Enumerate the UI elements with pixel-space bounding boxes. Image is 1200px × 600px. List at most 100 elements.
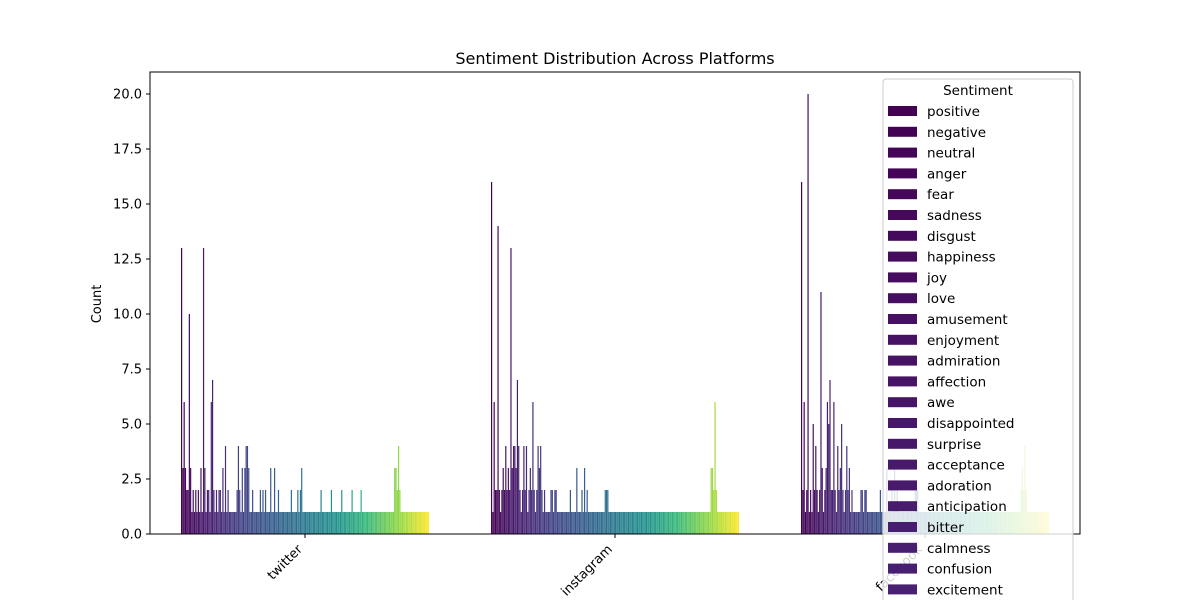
legend-swatch-affection: [888, 376, 917, 387]
bar-facebook-22: [829, 380, 831, 534]
bar-facebook-54: [870, 512, 872, 534]
bar-instagram-152: [687, 512, 689, 534]
bar-instagram-7: [500, 512, 502, 534]
bar-instagram-154: [689, 512, 692, 534]
bar-twitter-123: [339, 512, 342, 534]
bar-instagram-136: [666, 512, 668, 534]
bar-instagram-97: [616, 512, 618, 534]
bar-facebook-27: [835, 512, 838, 534]
legend-box: [882, 78, 1074, 600]
bar-twitter-170: [400, 512, 402, 534]
bar-twitter-182: [416, 512, 418, 534]
bar-instagram-75: [587, 512, 590, 534]
bar-twitter-88: [294, 512, 296, 534]
bar-twitter-168: [398, 446, 400, 534]
bar-facebook-29: [838, 490, 840, 534]
bar-instagram-145: [678, 512, 680, 534]
bar-instagram-16: [511, 468, 513, 534]
legend-swatch-acceptance: [888, 459, 917, 470]
bar-instagram-123: [649, 512, 652, 534]
bar-twitter-57: [254, 512, 256, 534]
bar-twitter-143: [365, 512, 367, 534]
bar-twitter-144: [367, 512, 369, 534]
bar-twitter-153: [378, 512, 380, 534]
bar-instagram-37: [538, 468, 540, 534]
bar-twitter-18: [204, 468, 206, 534]
bar-instagram-176: [718, 512, 720, 534]
bar-twitter-139: [360, 490, 362, 534]
bar-facebook-62: [881, 512, 883, 534]
bar-facebook-40: [852, 512, 854, 534]
bar-twitter-129: [347, 512, 349, 534]
bar-instagram-138: [669, 512, 671, 534]
bar-instagram-102: [622, 512, 624, 534]
bar-twitter-15: [200, 468, 202, 534]
bar-instagram-79: [593, 512, 595, 534]
bar-twitter-4: [186, 490, 188, 534]
bar-facebook-6: [808, 512, 810, 534]
bar-instagram-172: [713, 490, 715, 534]
legend-swatch-neutral: [888, 147, 917, 158]
bar-facebook-41: [853, 512, 856, 534]
bar-instagram-58: [565, 512, 568, 534]
bar-twitter-160: [387, 512, 389, 534]
bar-facebook-61: [879, 490, 881, 534]
bar-twitter-162: [390, 512, 392, 534]
bar-instagram-22: [519, 490, 521, 534]
bar-twitter-80: [284, 512, 286, 534]
bar-twitter-102: [312, 512, 314, 534]
bar-instagram-93: [611, 512, 613, 534]
bar-twitter-133: [352, 512, 354, 534]
bar-twitter-29: [218, 490, 220, 534]
bar-twitter-30: [219, 490, 221, 534]
bar-twitter-14: [199, 512, 201, 534]
bar-twitter-34: [224, 446, 227, 534]
legend-swatch-sadness: [888, 210, 917, 220]
bar-twitter-56: [253, 512, 255, 534]
legend-label-fear: fear: [927, 187, 954, 203]
bar-twitter-141: [363, 512, 365, 534]
y-axis: 0.0 2.5 5.0 7.5 10.0 12.5 15.0 17.5 20.0: [113, 88, 150, 543]
bar-instagram-92: [609, 512, 612, 534]
bar-twitter-94: [302, 512, 304, 534]
bar-instagram-182: [726, 512, 728, 534]
bar-facebook-21: [828, 424, 830, 534]
bar-instagram-191: [737, 512, 739, 534]
bar-twitter-119: [334, 512, 336, 534]
bar-twitter-49: [244, 468, 246, 534]
bar-instagram-60: [568, 512, 570, 534]
legend-label-joy: joy: [926, 270, 947, 286]
bar-twitter-35: [226, 512, 228, 534]
bar-instagram-87: [603, 512, 605, 534]
legend-swatch-anger: [888, 168, 917, 179]
bar-instagram-91: [608, 512, 610, 534]
bar-instagram-41: [543, 490, 546, 534]
bar-instagram-59: [567, 512, 569, 534]
bar-instagram-121: [647, 512, 649, 534]
legend-label-surprise: surprise: [927, 437, 981, 453]
legend-label-disgust: disgust: [927, 229, 976, 245]
bar-instagram-103: [624, 512, 626, 534]
bar-instagram-141: [673, 512, 675, 534]
legend-swatch-admiration: [888, 355, 917, 366]
bar-instagram-89: [605, 490, 608, 534]
bar-instagram-158: [695, 512, 697, 534]
bar-twitter-53: [249, 512, 251, 534]
bar-twitter-178: [410, 512, 413, 534]
bar-instagram-6: [498, 490, 500, 534]
y-axis-label: Count: [90, 285, 105, 324]
bar-twitter-72: [274, 468, 276, 534]
bar-twitter-93: [301, 468, 303, 534]
bar-twitter-69: [270, 468, 272, 534]
bar-twitter-99: [308, 512, 311, 534]
bar-instagram-151: [686, 512, 688, 534]
bar-twitter-185: [419, 512, 422, 534]
bar-twitter-167: [396, 490, 398, 534]
legend-label-positive: positive: [927, 104, 980, 120]
bar-instagram-61: [569, 490, 571, 534]
legend-swatch-negative: [888, 126, 917, 137]
bar-twitter-40: [232, 512, 234, 534]
bar-twitter-91: [298, 512, 300, 534]
legend-swatch-fear: [888, 189, 917, 200]
y-tick-label: 0.0: [121, 528, 142, 543]
